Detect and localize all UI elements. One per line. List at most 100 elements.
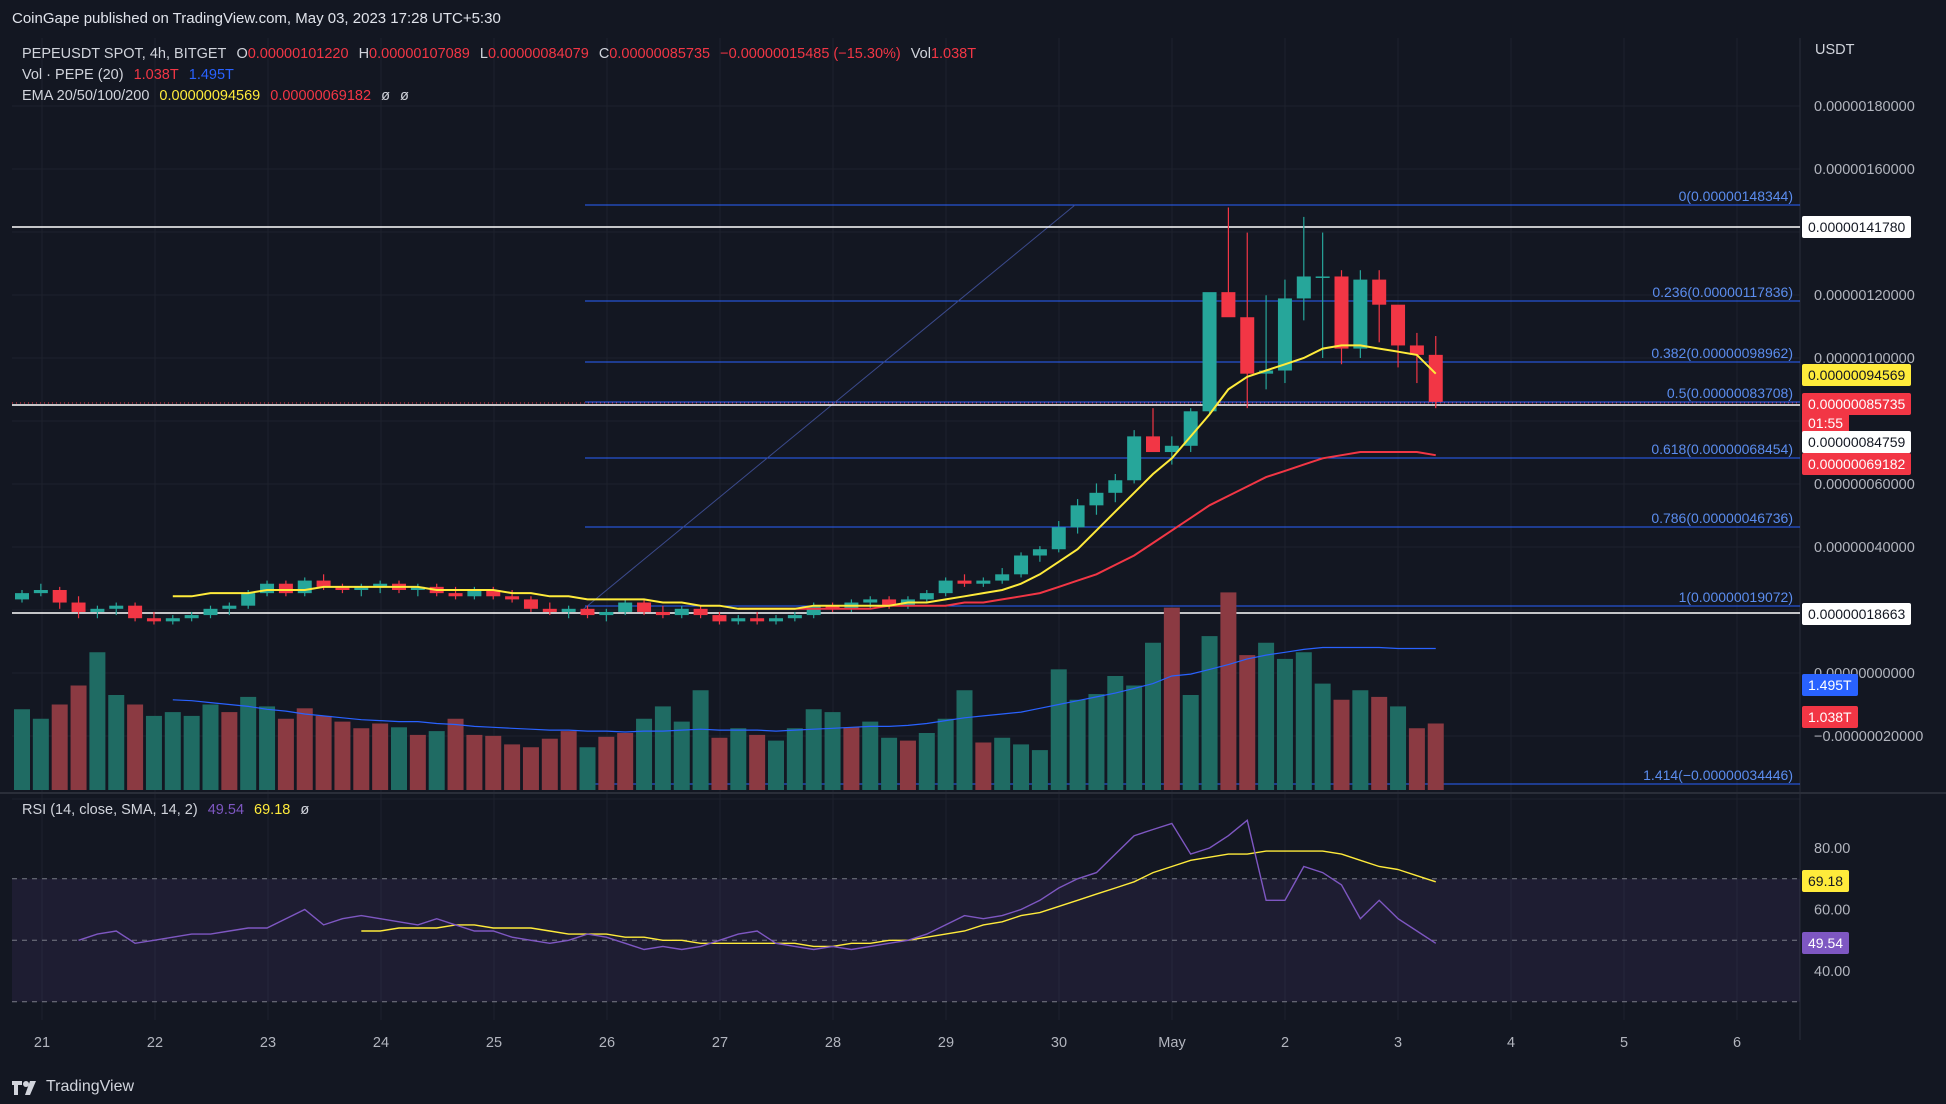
volume-bar bbox=[14, 709, 30, 790]
legend-ema100: ø bbox=[381, 88, 390, 104]
candle-body bbox=[693, 608, 708, 616]
rsi-tag-ma: 69.18 bbox=[1802, 870, 1850, 892]
candle-body bbox=[1108, 480, 1123, 493]
volume-bar bbox=[1333, 699, 1350, 790]
candle-body bbox=[278, 583, 293, 594]
volume-bar bbox=[466, 734, 483, 790]
legend-high: 0.00000107089 bbox=[369, 46, 470, 62]
candle-body bbox=[316, 580, 331, 587]
volume-bar bbox=[1013, 744, 1030, 790]
candle-body bbox=[354, 586, 369, 590]
volume-bar bbox=[1427, 723, 1444, 790]
legend-symbol[interactable]: PEPEUSDT SPOT, 4h, BITGET bbox=[22, 46, 227, 62]
candle-body bbox=[90, 608, 105, 612]
volume-bar bbox=[1201, 636, 1218, 790]
time-tick-label: 22 bbox=[147, 1035, 163, 1051]
price-tag-vol: 1.038T bbox=[1802, 706, 1858, 728]
time-tick-label: 24 bbox=[373, 1035, 389, 1051]
legend-low: 0.00000084079 bbox=[487, 46, 589, 62]
candle-body bbox=[976, 580, 991, 584]
candle-body bbox=[184, 615, 199, 619]
candle-body bbox=[1240, 317, 1255, 374]
volume-bar bbox=[221, 712, 238, 790]
legend-volume[interactable]: Vol · PEPE (20) 1.038T 1.495T bbox=[22, 67, 240, 83]
candle-body bbox=[1032, 549, 1047, 556]
legend-rsi-ma: 69.18 bbox=[254, 802, 291, 818]
volume-bar bbox=[1182, 695, 1199, 790]
volume-bar bbox=[956, 690, 973, 790]
volume-bar bbox=[1031, 750, 1048, 790]
time-tick-label: 25 bbox=[486, 1035, 502, 1051]
volume-bar bbox=[975, 742, 992, 790]
legend-open: 0.00000101220 bbox=[247, 46, 349, 62]
legend-volume-name: Vol · PEPE (20) bbox=[22, 67, 124, 83]
volume-bar bbox=[391, 727, 407, 790]
candle-body bbox=[52, 589, 67, 603]
volume-bar bbox=[89, 652, 106, 790]
rsi-tick-label: 40.00 bbox=[1814, 964, 1850, 980]
volume-bar bbox=[1371, 696, 1388, 790]
candle-body bbox=[1428, 354, 1443, 402]
publisher-bar: CoinGape published on TradingView.com, M… bbox=[0, 0, 1946, 38]
candle-body bbox=[637, 602, 652, 612]
price-tag-level-mid: 0.00000084759 bbox=[1802, 431, 1912, 453]
candle-body bbox=[1183, 411, 1198, 446]
candle-body bbox=[769, 618, 783, 622]
volume-bar bbox=[579, 747, 596, 790]
volume-bar bbox=[994, 737, 1011, 790]
volume-bar bbox=[560, 731, 577, 790]
volume-bar bbox=[1352, 690, 1369, 790]
candle-body bbox=[71, 602, 86, 612]
volume-bar bbox=[1258, 642, 1275, 790]
legend-vol-label: Vol bbox=[910, 46, 931, 62]
volume-bar bbox=[164, 712, 181, 790]
volume-bar bbox=[749, 734, 766, 790]
volume-bar bbox=[504, 744, 521, 790]
volume-bar bbox=[843, 727, 860, 790]
candle-body bbox=[241, 593, 256, 606]
price-tag-countdown: 01:55 bbox=[1802, 412, 1850, 434]
volume-bar bbox=[296, 708, 313, 790]
time-tick-label: 23 bbox=[260, 1035, 276, 1051]
volume-bar bbox=[918, 733, 935, 790]
legend-volume-ma: 1.495T bbox=[188, 67, 234, 83]
candle-body bbox=[1296, 276, 1311, 299]
volume-bar bbox=[1126, 685, 1143, 790]
fib-label: 0.618(0.00000068454) bbox=[1651, 441, 1793, 457]
ema-lines bbox=[172, 344, 1437, 610]
price-tag-ema20: 0.00000094569 bbox=[1802, 364, 1912, 386]
candle-body bbox=[825, 605, 840, 609]
candle-body bbox=[1277, 298, 1292, 371]
candle-body bbox=[1164, 445, 1179, 453]
legend-change: −0.00000015485 (−15.30%) bbox=[720, 46, 901, 62]
volume-bar bbox=[202, 704, 219, 790]
candle-body bbox=[505, 596, 520, 600]
footer[interactable]: TradingView bbox=[12, 1078, 134, 1096]
price-tick-label: 0.00000100000 bbox=[1814, 351, 1915, 367]
volume-bar bbox=[522, 747, 539, 790]
volume-bar bbox=[447, 718, 464, 790]
time-tick-label: May bbox=[1158, 1035, 1186, 1051]
volume-bar bbox=[1220, 592, 1237, 790]
legend-rsi-value: 49.54 bbox=[207, 802, 245, 818]
time-tick-label: 21 bbox=[34, 1035, 50, 1051]
time-tick-label: 28 bbox=[825, 1035, 841, 1051]
candle-body bbox=[1146, 436, 1160, 453]
candle-body bbox=[1014, 555, 1029, 575]
volume-bar bbox=[1295, 652, 1312, 790]
legend-low-label: L bbox=[479, 46, 488, 62]
legend-ema[interactable]: EMA 20/50/100/200 0.00000094569 0.000000… bbox=[22, 88, 415, 104]
time-tick-label: 5 bbox=[1620, 1035, 1628, 1051]
legend-ema200: ø bbox=[400, 88, 409, 104]
candle-body bbox=[938, 580, 953, 594]
candle-body bbox=[222, 605, 237, 609]
price-tag-level-high: 0.00000141780 bbox=[1802, 216, 1912, 238]
ema50-line bbox=[738, 451, 1436, 610]
time-tick-label: 26 bbox=[599, 1035, 615, 1051]
legend-ema20: 0.00000094569 bbox=[159, 88, 261, 104]
candlesticks bbox=[15, 207, 1443, 625]
time-tick-label: 3 bbox=[1394, 1035, 1402, 1051]
volume-bar bbox=[51, 704, 68, 790]
legend-rsi[interactable]: RSI (14, close, SMA, 14, 2) 49.54 69.18 … bbox=[22, 802, 315, 818]
